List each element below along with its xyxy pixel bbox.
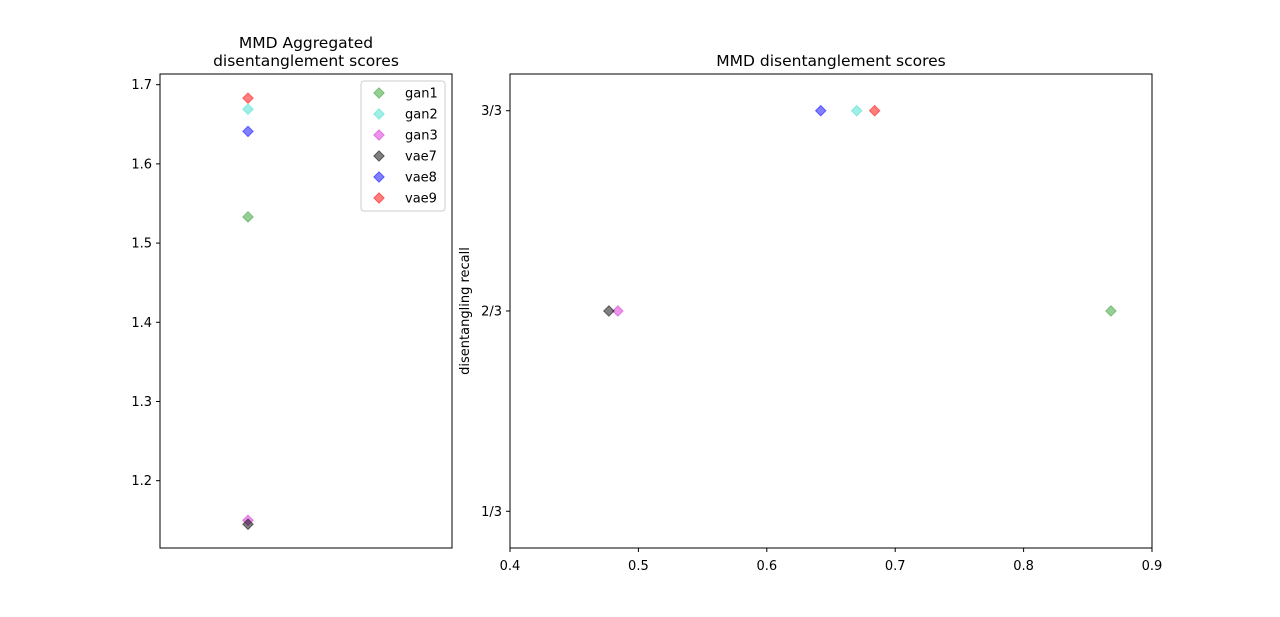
point-vae9 <box>868 104 881 117</box>
x-tick-label: 0.9 <box>1142 559 1163 574</box>
y-tick-label: 3/3 <box>481 104 502 119</box>
legend-label-gan2: gan2 <box>405 108 438 123</box>
x-tick-label: 0.7 <box>885 559 906 574</box>
y-tick-label: 1.6 <box>131 157 152 172</box>
point-vae8 <box>242 125 254 138</box>
point-gan2 <box>242 103 254 116</box>
point-vae7 <box>602 305 615 317</box>
right-chart-disentanglement: MMD disentanglement scores disentangling … <box>458 52 1162 574</box>
y-tick-label: 1.3 <box>131 395 152 410</box>
legend-label-vae9: vae9 <box>405 192 437 207</box>
y-tick-label: 1.7 <box>131 78 152 93</box>
point-gan1 <box>242 211 254 223</box>
legend-marker-vae8 <box>373 171 385 183</box>
chart-title-line: MMD Aggregated <box>239 34 373 52</box>
point-gan2 <box>850 104 863 117</box>
y-tick-label: 1.4 <box>131 316 152 331</box>
legend-marker-vae9 <box>373 192 385 204</box>
legend: gan1 gan2 gan3 vae7 vae8 vae9 <box>360 80 446 212</box>
plot-frame <box>509 73 1153 549</box>
legend-marker-vae7 <box>373 150 385 162</box>
point-vae8 <box>814 104 827 117</box>
y-axis-label: disentangling recall <box>458 247 473 375</box>
chart-title: MMD disentanglement scores <box>716 52 945 70</box>
x-tick-label: 0.5 <box>628 559 649 574</box>
legend-marker-gan2 <box>373 108 385 120</box>
y-tick-label: 2/3 <box>481 304 502 319</box>
y-tick-label: 1.5 <box>131 237 152 252</box>
legend-label-gan3: gan3 <box>405 129 438 144</box>
point-gan1 <box>1105 305 1117 317</box>
x-tick-label: 0.8 <box>1013 559 1034 574</box>
x-tick-label: 0.6 <box>756 559 777 574</box>
point-vae9 <box>242 92 254 105</box>
legend-marker-gan1 <box>373 87 385 99</box>
plot-frame <box>159 73 453 549</box>
chart-title-line: disentanglement scores <box>213 52 399 70</box>
point-gan3 <box>611 305 624 317</box>
legend-label-gan1: gan1 <box>405 87 438 102</box>
legend-label-vae8: vae8 <box>405 171 437 186</box>
legend-label-vae7: vae7 <box>405 150 437 165</box>
legend-marker-gan3 <box>373 129 385 141</box>
y-tick-label: 1.2 <box>131 474 152 489</box>
point-vae7 <box>242 518 254 531</box>
x-tick-label: 0.4 <box>500 559 521 574</box>
y-tick-label: 1/3 <box>481 505 502 520</box>
